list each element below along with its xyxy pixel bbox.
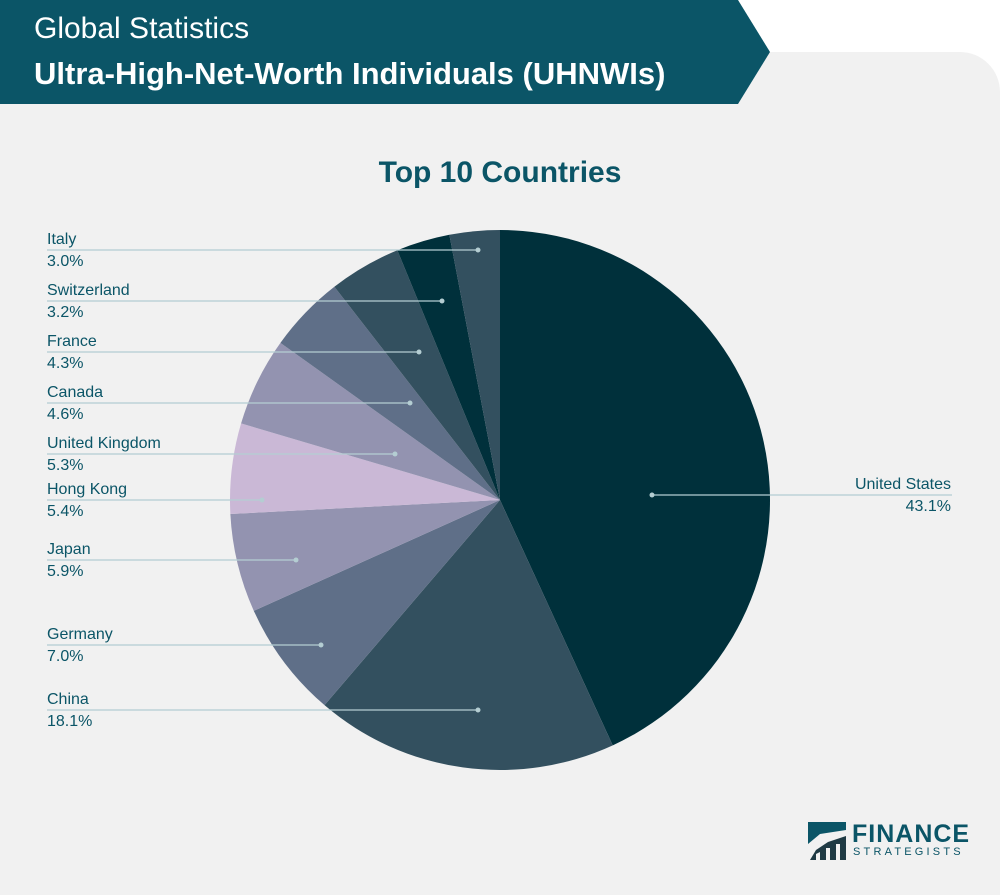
value-label-canada: 4.6% (47, 406, 83, 423)
label-germany: Germany (47, 626, 113, 643)
pie-slice-china (324, 500, 613, 770)
logo-text-strategists: STRATEGISTS (853, 846, 964, 858)
leader-dot-united-kingdom (392, 451, 398, 457)
label-united-kingdom: United Kingdom (47, 435, 161, 452)
finance-strategists-logo: FINANCE STRATEGISTS (806, 820, 969, 862)
value-label-germany: 7.0% (47, 648, 83, 665)
value-label-hong-kong: 5.4% (47, 503, 83, 520)
value-label-china: 18.1% (47, 713, 92, 730)
label-hong-kong: Hong Kong (47, 481, 127, 498)
leader-dot-italy (475, 247, 481, 253)
logo-text-finance: FINANCE (852, 820, 971, 848)
leader-dot-japan (293, 557, 299, 563)
value-label-france: 4.3% (47, 355, 83, 372)
pie-slice-hong-kong (230, 423, 500, 515)
chart-title: Top 10 Countries (379, 156, 622, 189)
leader-dot-hong-kong (259, 497, 265, 503)
label-china: China (47, 691, 89, 708)
logo-icon (808, 822, 846, 860)
value-label-united-states: 43.1% (906, 498, 951, 515)
pie-slice-germany (253, 500, 500, 706)
label-switzerland: Switzerland (47, 282, 130, 299)
header-banner: Global Statistics Ultra-High-Net-Worth I… (0, 0, 770, 104)
header-subtitle: Global Statistics (34, 12, 250, 45)
label-japan: Japan (47, 541, 91, 558)
value-label-switzerland: 3.2% (47, 304, 83, 321)
pie-slice-united-kingdom (241, 342, 500, 500)
leader-dot-germany (318, 642, 324, 648)
leader-dot-canada (407, 400, 413, 406)
pie-slice-italy (449, 230, 500, 500)
value-label-italy: 3.0% (47, 253, 83, 270)
label-italy: Italy (47, 231, 76, 248)
leader-dot-china (475, 707, 481, 713)
leader-dot-france (416, 349, 422, 355)
pie-slice-canada (280, 286, 500, 500)
leader-dot-switzerland (439, 298, 445, 304)
pie-slice-france (334, 250, 500, 500)
value-label-united-kingdom: 5.3% (47, 457, 83, 474)
header-title: Ultra-High-Net-Worth Individuals (UHNWIs… (34, 56, 666, 91)
pie-slice-japan (230, 500, 500, 611)
leader-dot-united-states (649, 492, 655, 498)
pie-slice-united-states (500, 230, 770, 746)
label-united-states: United States (855, 476, 951, 493)
label-canada: Canada (47, 384, 103, 401)
label-france: France (47, 333, 97, 350)
value-label-japan: 5.9% (47, 563, 83, 580)
